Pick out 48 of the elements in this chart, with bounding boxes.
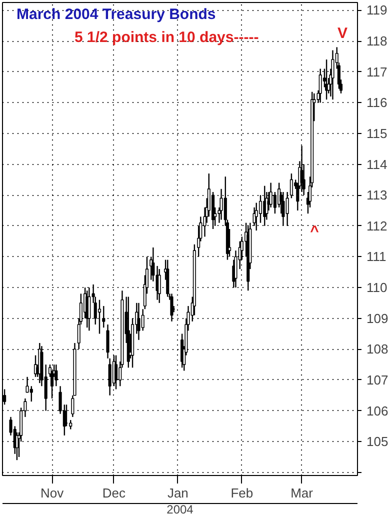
candlestick: [54, 364, 58, 387]
y-tick-label: 108: [366, 342, 388, 357]
candlestick: [282, 191, 285, 227]
candlestick: [137, 302, 140, 341]
x-tick-label: Feb: [230, 486, 254, 500]
candlestick: [220, 188, 223, 220]
y-tick-label: 119: [366, 2, 388, 18]
candlestick: [88, 286, 91, 332]
candlestick: [258, 194, 262, 224]
candlestick: [286, 191, 289, 227]
y-tick-label: 113: [366, 188, 388, 203]
y-tick-label: 114: [366, 156, 388, 172]
x-tick-label: Jan: [167, 486, 188, 500]
candlestick: [318, 68, 322, 104]
candlestick: [106, 324, 110, 360]
y-tick-label: 106: [366, 403, 388, 418]
candlestick: [102, 305, 106, 328]
annotation: 5 1/2 points in 10 days-----: [74, 29, 259, 46]
annotation: V: [338, 25, 348, 42]
text: 2004: [166, 502, 194, 516]
y-tick-label: 109: [366, 310, 388, 326]
chart-title: March 2004 Treasury Bonds: [16, 6, 216, 23]
y-tick-label: 117: [366, 64, 388, 80]
y-tick-label: 107: [366, 372, 388, 388]
candlestick: [254, 202, 258, 232]
y-tick-label: 118: [366, 34, 388, 49]
candlestick: [114, 354, 118, 390]
candlestick: [158, 268, 161, 304]
candlestick: [290, 172, 293, 199]
candlestick: [234, 250, 238, 288]
y-tick-label: 110: [366, 280, 388, 296]
x-tick-label: Dec: [102, 486, 126, 500]
x-tick-label: Nov: [40, 486, 64, 500]
x-tick-label: Mar: [290, 486, 314, 500]
y-tick-label: 105: [366, 434, 388, 450]
candlestick: [141, 308, 144, 332]
y-tick-label: 111: [366, 249, 386, 264]
y-tick-label: 115: [366, 126, 388, 141]
candlestick: [30, 386, 33, 402]
annotation: ^: [310, 223, 320, 240]
candlestick: [26, 376, 29, 393]
y-tick-label: 116: [366, 95, 388, 110]
candlestick: [331, 50, 334, 100]
candlestick: [108, 358, 112, 396]
candlestick: [98, 299, 102, 334]
y-tick-label: 112: [366, 218, 388, 234]
candlestick: [273, 191, 276, 214]
candlestick: [69, 419, 72, 430]
